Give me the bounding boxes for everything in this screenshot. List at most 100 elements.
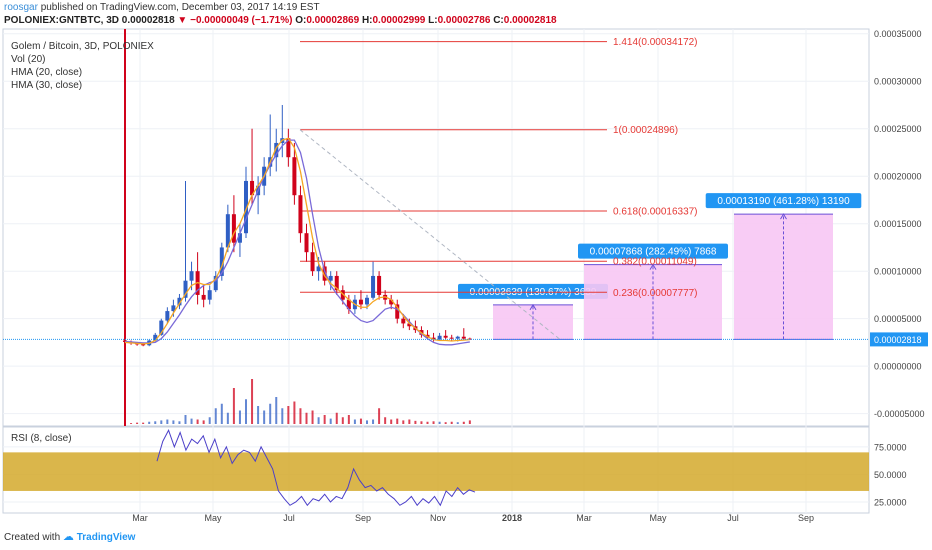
symbol-ohlc-bar: POLONIEX:GNTBTC, 3D 0.00002818 ▼ −0.0000… bbox=[4, 15, 557, 26]
volume-bar bbox=[208, 417, 211, 424]
published-text: published on TradingView.com, December 0… bbox=[40, 2, 320, 13]
volume-bar bbox=[190, 418, 193, 424]
last-price-tag bbox=[870, 332, 928, 347]
open-label: O: bbox=[295, 15, 307, 26]
candle-body bbox=[244, 180, 248, 234]
volume-bar bbox=[269, 403, 272, 424]
volume-bar bbox=[275, 397, 278, 424]
volume-bar bbox=[396, 418, 399, 424]
projection-label-bg bbox=[705, 193, 862, 209]
publish-info: roosgar published on TradingView.com, De… bbox=[4, 2, 320, 13]
chart-legend: Golem / Bitcoin, 3D, POLONIEX Vol (20) H… bbox=[11, 41, 154, 444]
price-tick-label: 0.00035000 bbox=[874, 29, 922, 39]
time-tick-label: Sep bbox=[355, 513, 371, 523]
volume-bar bbox=[202, 420, 205, 424]
volume-bar bbox=[124, 423, 126, 424]
volume-bar bbox=[390, 419, 393, 424]
volume-bar bbox=[226, 412, 229, 424]
volume-bar bbox=[384, 417, 387, 424]
fib-label: 0.382(0.00011049) bbox=[613, 257, 697, 268]
price-axis[interactable]: 0.00035000 0.00030000 0.00025000 0.00020000… bbox=[874, 29, 925, 507]
time-tick-label: Mar bbox=[132, 513, 148, 523]
created-with: Created with bbox=[4, 532, 61, 543]
candle-body bbox=[165, 311, 170, 321]
candle-body bbox=[141, 344, 146, 346]
candle-body bbox=[177, 297, 182, 306]
projection-arrowhead bbox=[529, 303, 537, 311]
volume-bar bbox=[450, 421, 453, 424]
time-tick-label: Jul bbox=[727, 513, 739, 523]
candle-body bbox=[183, 280, 188, 298]
volume-bar bbox=[299, 408, 302, 424]
volume-bar bbox=[462, 421, 465, 424]
candle-body bbox=[455, 336, 460, 339]
projection-label: 0.00013190 (461.28%) 13190 bbox=[717, 196, 850, 207]
candle-body bbox=[377, 275, 382, 295]
candle-body bbox=[219, 247, 224, 276]
projection-label: 0.00007868 (282.49%) 7868 bbox=[590, 247, 717, 258]
volume-bar bbox=[130, 423, 133, 424]
projection-arrowhead bbox=[780, 213, 787, 220]
volume-bar bbox=[372, 419, 375, 424]
grid bbox=[3, 29, 869, 513]
volume-bar bbox=[366, 420, 368, 424]
price-tick-label: 0.00020000 bbox=[874, 172, 922, 182]
candle-body bbox=[316, 266, 321, 272]
time-tick-label: Sep bbox=[798, 513, 814, 523]
high-label: H: bbox=[361, 15, 373, 26]
projection-label-bg bbox=[458, 283, 608, 299]
volume-bar bbox=[323, 415, 326, 424]
time-tick-label: Jul bbox=[283, 513, 295, 523]
rsi-series bbox=[156, 429, 476, 507]
candle-body bbox=[286, 138, 291, 158]
low-label: L: bbox=[428, 15, 438, 26]
projection-label-bg bbox=[578, 243, 728, 259]
price-tick-label: 0.00030000 bbox=[874, 77, 922, 87]
candle-body bbox=[171, 305, 176, 312]
volume-bar bbox=[293, 401, 296, 424]
time-tick-label: 2018 bbox=[502, 513, 522, 523]
tradingview-brand[interactable]: TradingView bbox=[76, 532, 136, 543]
volume-bar bbox=[172, 420, 175, 424]
hma20-line bbox=[124, 137, 470, 345]
volume-bar bbox=[232, 388, 235, 424]
volume-bar bbox=[257, 406, 260, 424]
candle-body bbox=[225, 214, 230, 248]
volume-bar bbox=[245, 399, 247, 424]
author-link[interactable]: roosgar bbox=[4, 2, 38, 13]
symbol-label: POLONIEX:GNTBTC, 3D bbox=[4, 15, 120, 26]
candle-body bbox=[389, 299, 394, 305]
volume-bar bbox=[154, 421, 157, 424]
volume-bar bbox=[347, 415, 350, 424]
candle-body bbox=[340, 290, 345, 300]
price-tick-label: 0.00015000 bbox=[874, 219, 922, 229]
volume-bar bbox=[238, 410, 241, 424]
time-axis[interactable]: Mar May Jul Sep Nov 2018 Mar May Jul Sep bbox=[132, 513, 814, 523]
volume-bar bbox=[311, 410, 314, 424]
time-tick-label: May bbox=[649, 513, 667, 523]
candle-body bbox=[395, 304, 400, 319]
candle-body bbox=[322, 266, 327, 281]
volume-bar bbox=[178, 421, 181, 424]
price-pane[interactable] bbox=[2, 28, 870, 427]
candle-body bbox=[292, 157, 297, 196]
last-price: 0.00002818 bbox=[121, 15, 175, 26]
volume-bar bbox=[287, 406, 290, 424]
candle-body bbox=[237, 233, 242, 243]
candle-body bbox=[201, 294, 206, 300]
candle-body bbox=[358, 299, 363, 305]
low-value: 0.00002786 bbox=[437, 15, 491, 26]
candle-body bbox=[443, 335, 448, 338]
candle-body bbox=[250, 180, 255, 196]
hma30-line bbox=[124, 139, 470, 346]
volume-bar bbox=[160, 420, 163, 424]
price-tick-label: 0.00000000 bbox=[874, 362, 922, 372]
candle-body bbox=[449, 337, 454, 339]
volume-bar bbox=[281, 408, 284, 424]
candle-body bbox=[431, 337, 436, 340]
close-value: 0.00002818 bbox=[503, 15, 557, 26]
candle-body bbox=[153, 334, 158, 341]
hma-lines bbox=[124, 137, 470, 346]
volume-bar bbox=[468, 420, 471, 424]
